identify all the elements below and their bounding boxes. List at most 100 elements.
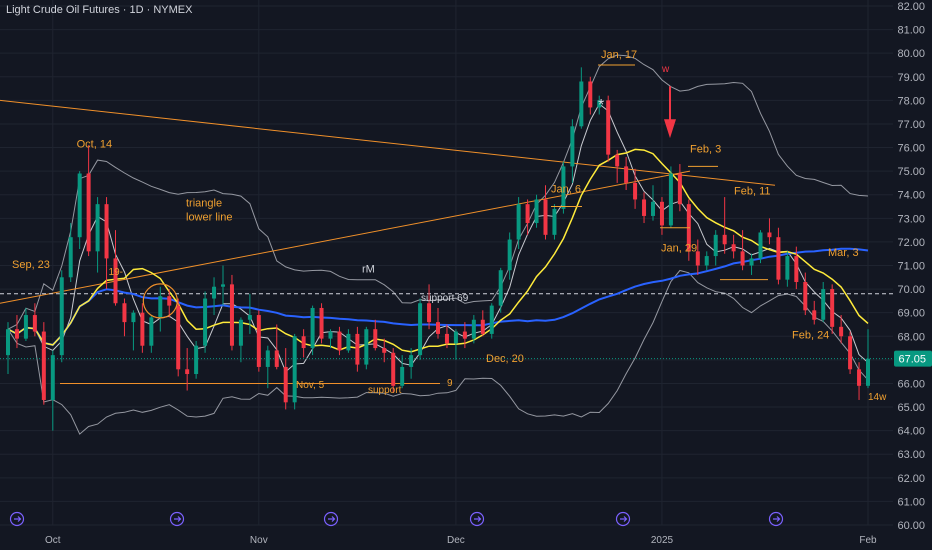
candle-body [6, 329, 10, 356]
candle [140, 303, 145, 353]
candle-body [866, 358, 870, 386]
annotation-dec9: 9 [447, 378, 453, 389]
price-axis[interactable]: 82.00 81.00 80.00 79.00 78.00 77.00 76.00 75.00… [894, 1, 932, 532]
candle-body [830, 289, 835, 327]
candle-body [68, 237, 73, 278]
annotation-oct14: Oct, 14 [77, 139, 112, 151]
annotation-support: support [368, 385, 402, 396]
candle [418, 298, 423, 360]
annotation-14w: 14w [868, 392, 887, 403]
candle-body [14, 329, 19, 339]
candle [731, 234, 736, 259]
candle-body [59, 277, 64, 356]
price-tick-label: 63.00 [897, 449, 925, 461]
candle-body [122, 303, 127, 323]
candle [615, 149, 620, 183]
event-icon-arrow [174, 516, 182, 522]
candle [740, 230, 745, 271]
candle [480, 310, 485, 337]
candle [176, 298, 181, 377]
candle [713, 230, 718, 266]
candle-body [749, 258, 754, 266]
event-icon-ring [9, 511, 25, 527]
candle-body [480, 319, 485, 334]
candle-body [418, 303, 423, 356]
candle-body [525, 204, 530, 224]
candle-body [364, 329, 369, 365]
price-tick-label: 60.00 [897, 520, 925, 532]
price-tick-label: 81.00 [897, 25, 925, 37]
candle-body [86, 173, 91, 252]
price-tick-label: 76.00 [897, 143, 925, 155]
annotation-feb24: Feb, 24 [792, 330, 829, 342]
candle-body [677, 173, 682, 205]
candle-body [803, 282, 808, 311]
candle [41, 322, 46, 405]
price-tick-label: 75.00 [897, 166, 925, 178]
candles[interactable] [6, 67, 870, 431]
candle-body [32, 315, 37, 332]
candle [794, 246, 799, 290]
candle [185, 348, 190, 391]
candle [848, 331, 853, 375]
price-tick-label: 79.00 [897, 72, 925, 84]
candle [444, 324, 449, 349]
price-tick-label: 73.00 [897, 213, 925, 225]
candle [373, 319, 378, 351]
price-tick-label: 69.00 [897, 308, 925, 320]
candle-body [427, 303, 432, 323]
candle-body [104, 204, 109, 259]
price-tick-label: 82.00 [897, 1, 925, 13]
candle [131, 310, 136, 351]
candle [525, 199, 530, 235]
candle-body [713, 234, 718, 257]
candle-body [328, 331, 333, 339]
event-icon [323, 511, 339, 527]
candle-body [346, 333, 351, 351]
candle-body [642, 199, 647, 216]
price-tick-label: 70.00 [897, 284, 925, 296]
candle-body [516, 204, 521, 240]
candle-body [812, 310, 817, 320]
candle [659, 197, 664, 235]
time-axis[interactable]: OctNovDec2025FebMar [9, 511, 932, 547]
event-icon-arrow [328, 516, 336, 522]
candle-body [597, 100, 602, 108]
price-tick-label: 64.00 [897, 426, 925, 438]
candle-body [668, 173, 673, 226]
candle-body [23, 315, 28, 339]
candle [14, 315, 19, 349]
last-price-badge [894, 350, 932, 367]
time-tick-label: Nov [250, 535, 268, 546]
event-icon-arrow [14, 516, 22, 522]
candle-body [265, 350, 270, 367]
event-icon [169, 511, 185, 527]
time-tick-label: Dec [447, 535, 465, 546]
price-tick-label: 61.00 [897, 496, 925, 508]
price-tick-label: 72.00 [897, 237, 925, 249]
chart-title: Light Crude Oil Futures · 1D · NYMEX [6, 4, 193, 16]
candle [274, 324, 279, 370]
candle-body [319, 307, 324, 339]
candle [301, 329, 306, 358]
grid-lines [0, 0, 893, 526]
candle-body [651, 201, 655, 216]
candle [310, 305, 315, 356]
candle [507, 232, 512, 280]
candle [561, 161, 566, 214]
candle-body [256, 315, 261, 367]
candle [104, 197, 109, 290]
candle-body [149, 317, 154, 346]
candle-body [283, 366, 288, 403]
candle [158, 286, 163, 332]
candle-body [373, 329, 378, 349]
candle [722, 197, 727, 254]
price-tick-label: 65.00 [897, 402, 925, 414]
candle [77, 171, 82, 249]
candle [194, 340, 199, 379]
time-tick-label: Oct [45, 535, 61, 546]
candle-body [606, 100, 611, 155]
annotation-jan17: Jan, 17 [601, 49, 637, 61]
candle [247, 293, 252, 334]
